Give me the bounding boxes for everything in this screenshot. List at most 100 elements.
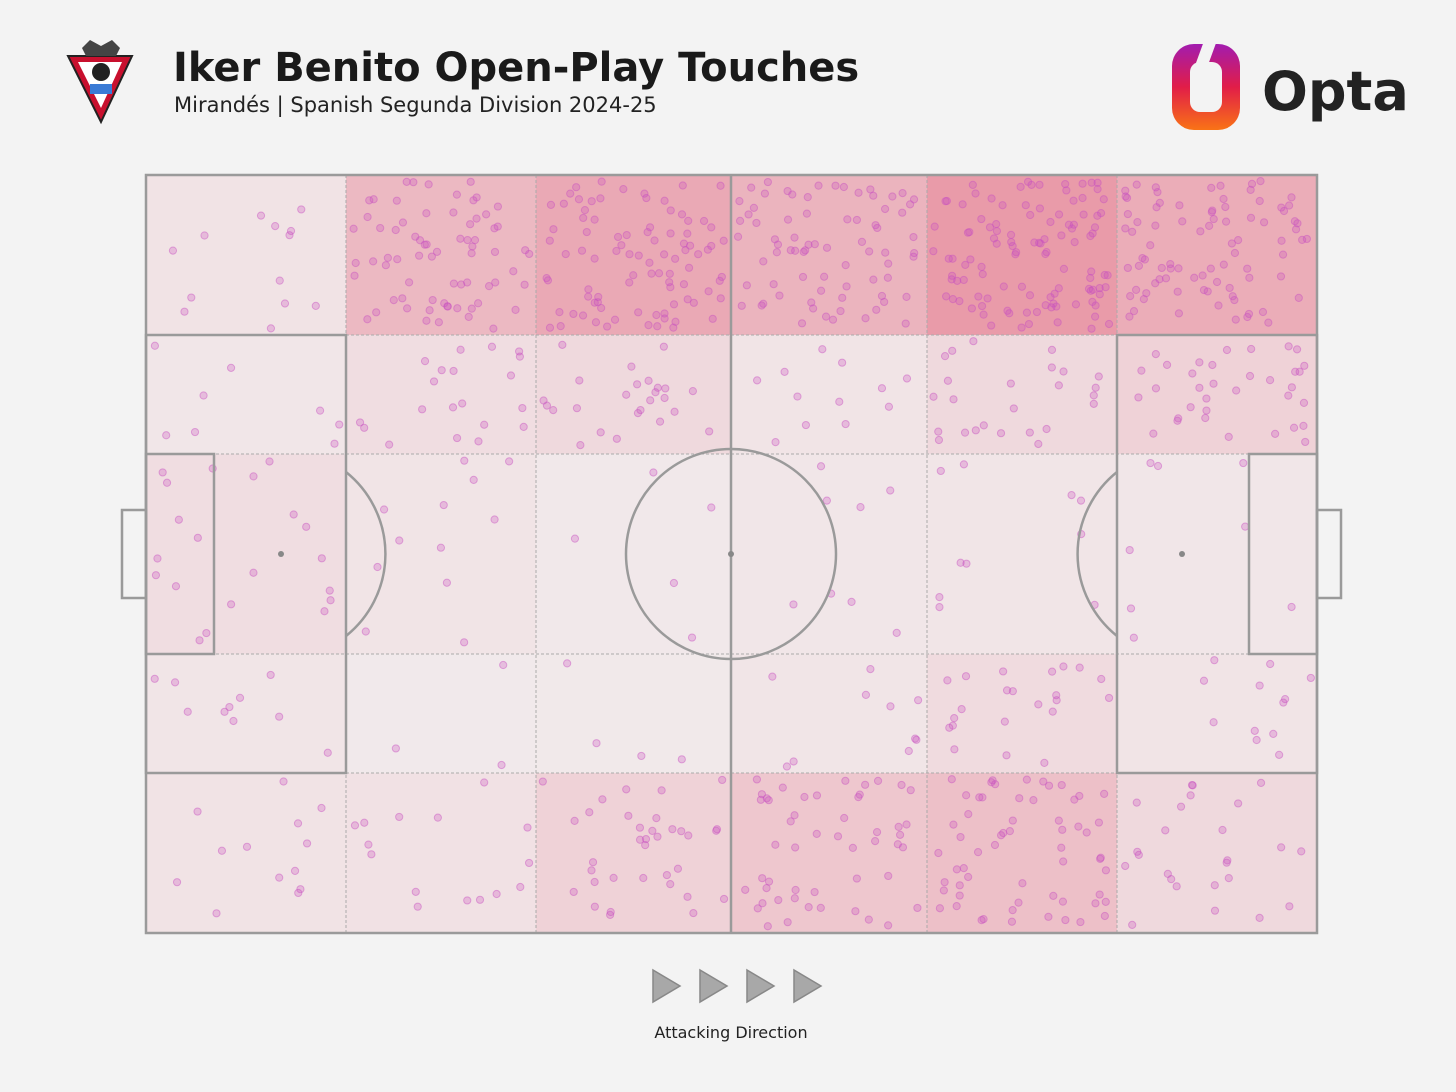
touch-dot	[1007, 237, 1016, 247]
touch-dot	[212, 909, 221, 918]
touch-dot	[376, 223, 385, 233]
touch-dot	[747, 183, 756, 192]
touch-dot	[1075, 791, 1084, 801]
touch-dot	[317, 803, 326, 813]
touch-dot	[311, 301, 320, 311]
touch-dot	[413, 902, 422, 911]
touch-dot	[977, 214, 986, 224]
touch-dot	[895, 830, 905, 839]
touch-dot	[350, 271, 359, 280]
touch-dot	[171, 582, 181, 591]
touch-dot	[880, 297, 889, 307]
touch-dot	[558, 340, 567, 349]
touch-dot	[323, 748, 332, 757]
touch-dot	[1173, 287, 1182, 296]
touch-dot	[987, 778, 996, 787]
touch-dot	[961, 260, 970, 270]
touch-dot	[864, 915, 873, 924]
touch-dot	[1292, 345, 1302, 354]
touch-dot	[1090, 223, 1100, 232]
touch-dot	[587, 866, 596, 875]
touch-dot	[657, 786, 666, 795]
touch-dot	[967, 304, 976, 313]
touch-dot	[1103, 271, 1112, 280]
touch-dot	[1104, 693, 1114, 703]
touch-dot	[677, 210, 687, 219]
touch-dot	[1129, 307, 1139, 316]
touch-dot	[1044, 781, 1054, 790]
touch-dot	[505, 457, 514, 466]
touch-dot	[1011, 250, 1020, 259]
touch-dot	[655, 417, 665, 426]
touch-dot	[1218, 825, 1227, 835]
touch-dot	[1137, 366, 1146, 375]
touch-dot	[1198, 271, 1207, 280]
touch-dot	[965, 227, 974, 237]
touch-dot	[393, 255, 402, 264]
touch-dot	[884, 921, 893, 930]
touch-dot	[325, 586, 334, 595]
touch-dot	[525, 249, 534, 259]
zone	[1117, 175, 1317, 335]
touch-dot	[1153, 461, 1163, 471]
touch-dot	[670, 407, 679, 416]
touch-dot	[1221, 202, 1230, 212]
touch-dot	[202, 628, 211, 638]
touch-dot	[790, 894, 799, 903]
touch-dot	[641, 834, 651, 844]
touch-dot	[1048, 667, 1057, 676]
touch-dot	[1062, 186, 1071, 195]
touch-dot	[1271, 429, 1280, 438]
touch-dot	[1008, 906, 1017, 915]
touch-dot	[764, 796, 773, 805]
touch-dot	[1087, 178, 1096, 187]
touch-dot	[791, 246, 800, 255]
touch-dot	[1297, 847, 1306, 856]
touch-dot	[831, 181, 840, 190]
touch-dot	[764, 877, 774, 886]
touch-dot	[1059, 264, 1069, 274]
touch-dot	[369, 195, 378, 204]
touch-dot	[383, 253, 392, 262]
touch-dot	[1095, 290, 1104, 299]
touch-dot	[1049, 299, 1058, 308]
zone	[536, 773, 731, 933]
touch-dot	[758, 874, 767, 883]
touch-dot	[491, 278, 500, 287]
touch-dot	[1256, 778, 1266, 787]
touch-dot	[456, 234, 465, 243]
touch-dot	[671, 254, 680, 263]
touch-dot	[1202, 394, 1211, 403]
touch-dot	[929, 247, 938, 256]
touch-dot	[935, 593, 944, 602]
touch-dot	[872, 827, 882, 837]
touch-dot	[762, 884, 771, 893]
touch-dot	[1199, 676, 1209, 685]
touch-dot	[1209, 379, 1218, 388]
touch-dot	[838, 293, 847, 302]
touch-dot	[1250, 726, 1259, 735]
touch-dot	[174, 515, 183, 524]
touch-dot	[1202, 406, 1211, 415]
touch-dot	[962, 791, 971, 800]
touch-dot	[404, 278, 414, 287]
touch-dot	[910, 248, 919, 258]
touch-dot	[1088, 297, 1097, 306]
touch-dot	[791, 885, 800, 895]
touch-dot	[1277, 843, 1286, 852]
touch-dot	[1195, 383, 1204, 392]
touch-dot	[538, 777, 547, 786]
touch-dot	[193, 807, 202, 816]
touch-dot	[392, 196, 401, 205]
touch-dot	[897, 780, 906, 790]
touch-dot	[603, 322, 612, 331]
touch-dot	[520, 280, 529, 289]
touch-dot	[703, 245, 712, 254]
touch-dot	[1151, 279, 1160, 288]
touch-dot	[539, 396, 548, 405]
touch-dot	[1091, 301, 1100, 310]
touch-dot	[566, 189, 575, 198]
zone	[927, 454, 1117, 654]
touch-dot	[1044, 912, 1053, 921]
zone	[927, 335, 1117, 454]
